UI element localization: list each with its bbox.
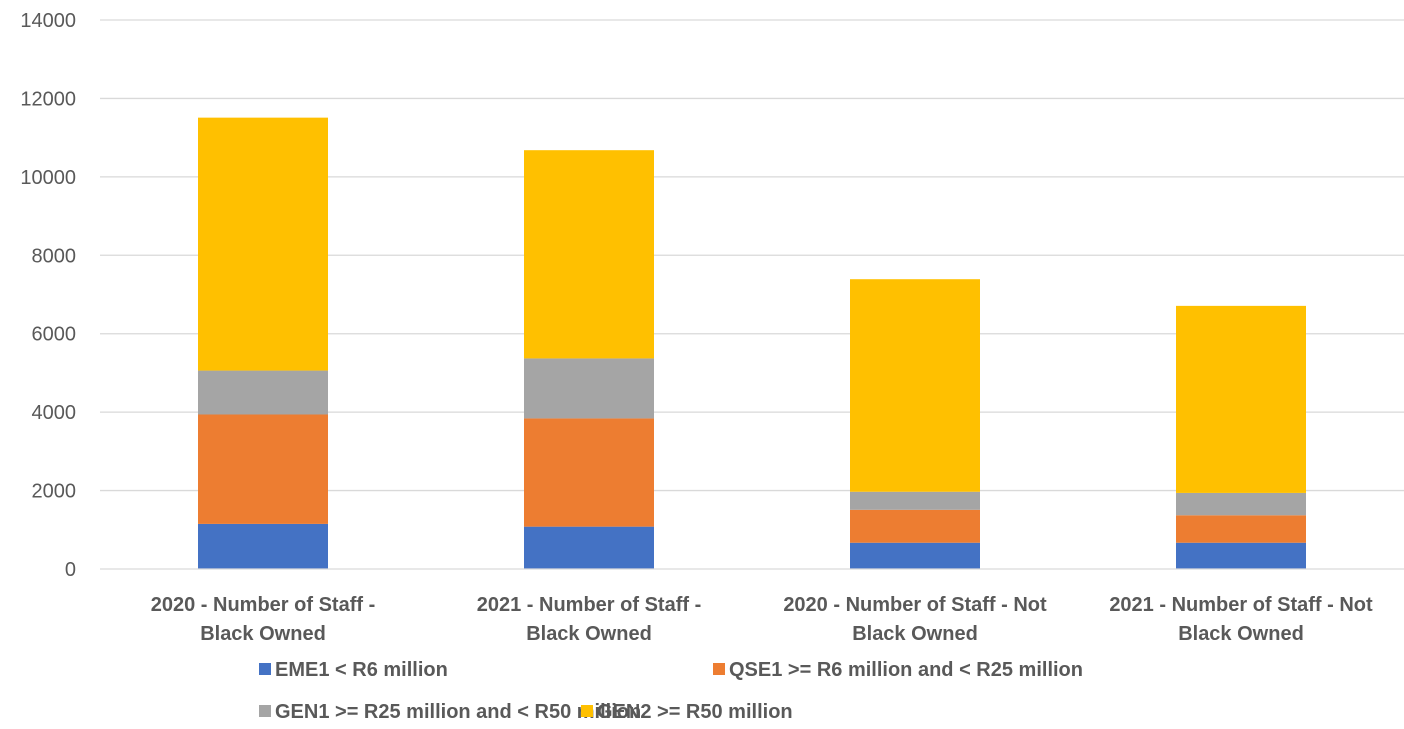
bar-segment-1 — [524, 526, 654, 569]
bar-segment-4 — [524, 150, 654, 359]
bar-segment-2 — [198, 414, 328, 524]
legend-label: QSE1 >= R6 million and < R25 million — [729, 659, 1083, 681]
y-tick-label: 14000 — [20, 10, 76, 32]
bar-segment-3 — [524, 358, 654, 419]
legend: EME1 < R6 million QSE1 >= R6 million and … — [259, 659, 1083, 723]
x-tick-label: Black Owned — [1178, 623, 1304, 645]
legend-swatch — [259, 705, 271, 717]
bar-segment-4 — [850, 279, 980, 492]
x-tick-label: 2020 - Number of Staff - Not — [783, 594, 1047, 616]
bar-segment-4 — [1176, 305, 1306, 493]
axes: 0 2000 4000 6000 8000 10000 12000 14000 2020 - N… — [20, 10, 1404, 645]
legend-swatch — [581, 705, 593, 717]
x-tick-label: 2021 - Number of Staff - — [477, 594, 701, 616]
x-tick-label: Black Owned — [526, 623, 652, 645]
y-tick-label: 8000 — [32, 245, 77, 267]
bar-segment-3 — [198, 370, 328, 415]
legend-label: EME1 < R6 million — [275, 659, 448, 681]
legend-label: GEN1 >= R25 million and < R50 million — [275, 701, 641, 723]
y-tick-label: 2000 — [32, 481, 77, 503]
bar-segment-3 — [850, 491, 980, 510]
bar-segment-1 — [1176, 542, 1306, 569]
bar-segment-1 — [850, 542, 980, 569]
bar-segment-4 — [198, 117, 328, 371]
y-tick-label: 0 — [65, 559, 76, 581]
y-tick-label: 4000 — [32, 402, 77, 424]
legend-label: GEN2 >= R50 million — [597, 701, 793, 723]
x-tick-label: Black Owned — [852, 623, 978, 645]
x-tick-label: 2021 - Number of Staff - Not — [1109, 594, 1373, 616]
bar-segment-1 — [198, 523, 328, 569]
bar-segment-2 — [1176, 515, 1306, 543]
x-tick-label: 2020 - Number of Staff - — [151, 594, 375, 616]
bar-segment-2 — [524, 418, 654, 527]
y-tick-label: 10000 — [20, 167, 76, 189]
legend-swatch — [713, 663, 725, 675]
y-tick-label: 6000 — [32, 324, 77, 346]
legend-swatch — [259, 663, 271, 675]
y-tick-label: 12000 — [20, 88, 76, 110]
bar-segment-2 — [850, 509, 980, 543]
bars — [198, 117, 1306, 569]
x-tick-label: Black Owned — [200, 623, 326, 645]
bar-segment-3 — [1176, 492, 1306, 516]
